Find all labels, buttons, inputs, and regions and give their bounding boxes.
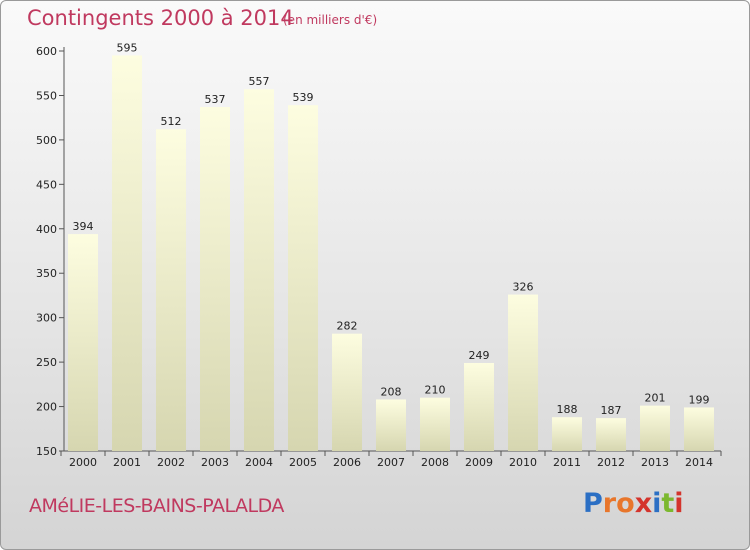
bar <box>508 294 538 451</box>
data-label: 595 <box>117 41 138 54</box>
y-axis: 150 200 250 300 350 400 450 500 550 600 <box>36 45 65 458</box>
bar <box>244 89 274 451</box>
location-label: AMéLIE-LES-BAINS-PALALDA <box>29 495 284 517</box>
data-label: 282 <box>337 320 358 333</box>
x-tick-label: 2010 <box>509 456 537 469</box>
y-tick-label: 150 <box>36 445 57 458</box>
y-tick-label: 300 <box>36 312 57 325</box>
data-label: 208 <box>381 385 402 398</box>
data-label: 394 <box>73 220 94 233</box>
data-label: 188 <box>557 403 578 416</box>
x-tick-label: 2011 <box>553 456 581 469</box>
data-label: 539 <box>293 91 314 104</box>
x-tick-label: 2004 <box>245 456 273 469</box>
x-tick-label: 2013 <box>641 456 669 469</box>
x-axis: 2000 2001 2002 2003 2004 2005 2006 2007 2008 2009… <box>60 450 722 469</box>
bar <box>640 405 670 451</box>
y-tick-label: 350 <box>36 267 57 280</box>
bar <box>376 399 406 451</box>
x-tick-label: 2005 <box>289 456 317 469</box>
y-tick-label: 600 <box>36 45 57 58</box>
y-tick-label: 250 <box>36 356 57 369</box>
data-label: 199 <box>689 393 710 406</box>
bar <box>112 55 142 451</box>
data-label: 326 <box>513 281 534 294</box>
bar <box>464 363 494 451</box>
data-label: 512 <box>161 115 182 128</box>
y-tick-label: 500 <box>36 134 57 147</box>
x-tick-label: 2006 <box>333 456 361 469</box>
bar <box>200 107 230 451</box>
bar <box>156 129 186 451</box>
y-tick-label: 200 <box>36 401 57 414</box>
logo-letter: i <box>652 488 662 519</box>
x-tick-label: 2002 <box>157 456 185 469</box>
y-tick-label: 450 <box>36 178 57 191</box>
chart-title: Contingents 2000 à 2014 <box>27 6 294 30</box>
logo-letter: o <box>616 488 635 519</box>
x-tick-label: 2007 <box>377 456 405 469</box>
bar <box>552 417 582 451</box>
data-label: 210 <box>425 384 446 397</box>
x-tick-label: 2012 <box>597 456 625 469</box>
x-tick-label: 2003 <box>201 456 229 469</box>
bars <box>68 55 714 451</box>
bar <box>596 418 626 451</box>
x-tick-label: 2008 <box>421 456 449 469</box>
data-label: 557 <box>249 75 270 88</box>
x-tick-label: 2009 <box>465 456 493 469</box>
data-label: 187 <box>601 404 622 417</box>
x-tick-label: 2014 <box>685 456 713 469</box>
bar <box>288 105 318 451</box>
chart-subtitle: (en milliers d'€) <box>283 13 378 27</box>
logo-letter: r <box>602 488 617 519</box>
y-tick-label: 550 <box>36 89 57 102</box>
data-labels: 394 595 512 537 557 539 282 208 210 249 326 188 187 2… <box>73 41 710 417</box>
bar <box>420 397 450 451</box>
logo-letter: P <box>583 488 603 519</box>
data-label: 201 <box>645 392 666 405</box>
y-tick-label: 400 <box>36 223 57 236</box>
bar <box>332 333 362 451</box>
data-label: 249 <box>469 349 490 362</box>
logo-letter: t <box>661 488 675 519</box>
x-tick-label: 2001 <box>113 456 141 469</box>
bar <box>68 234 98 451</box>
bar <box>684 407 714 451</box>
data-label: 537 <box>205 93 226 106</box>
logo-letter: x <box>634 488 653 519</box>
proxiti-logo[interactable]: Proxiti <box>583 488 684 519</box>
x-tick-label: 2000 <box>69 456 97 469</box>
logo-letter: i <box>674 488 684 519</box>
